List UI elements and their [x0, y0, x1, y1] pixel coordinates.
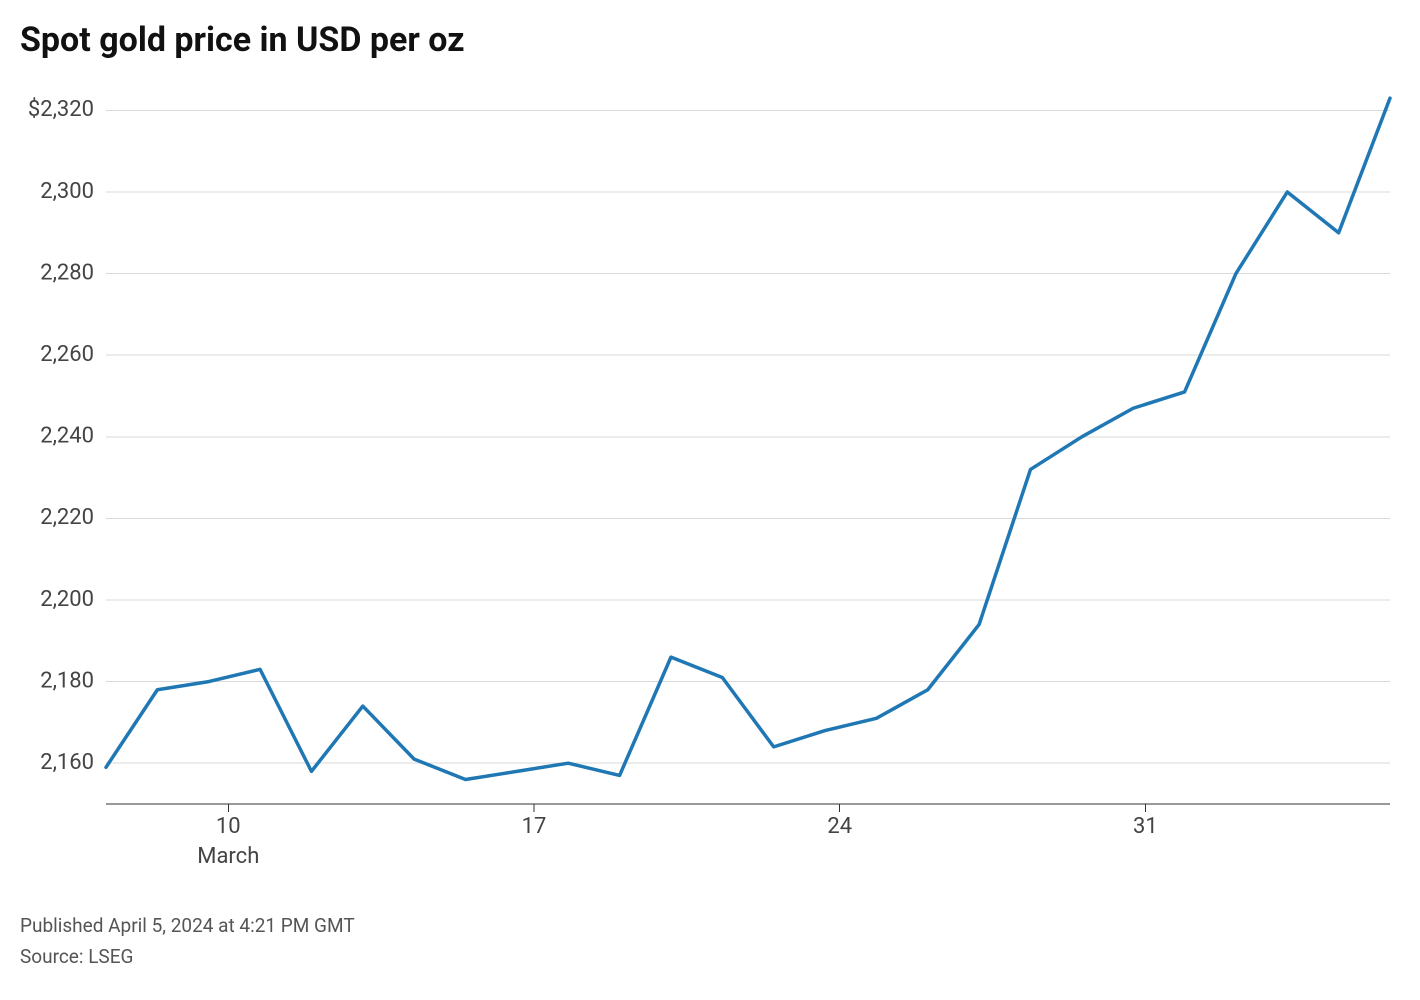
price-line	[106, 98, 1390, 779]
x-tick-label: 24	[827, 814, 852, 839]
line-chart-svg: 2,160 2,180 2,200 2,220 2,240 2,260 2,280 2,300…	[20, 74, 1400, 894]
y-tick-label: 2,260	[40, 342, 94, 367]
chart-container: Spot gold price in USD per oz 2,160 2,180…	[0, 0, 1420, 1000]
chart-plot-area: 2,160 2,180 2,200 2,220 2,240 2,260 2,280 2,300…	[20, 74, 1400, 894]
y-tick-label: 2,300	[40, 179, 94, 204]
x-tick-label: 10	[216, 814, 241, 839]
y-tick-label: 2,220	[40, 505, 94, 530]
x-tick-label: 17	[522, 814, 547, 839]
chart-title: Spot gold price in USD per oz	[20, 20, 1400, 60]
chart-footer: Published April 5, 2024 at 4:21 PM GMT S…	[20, 912, 1400, 971]
y-tick-label: 2,240	[40, 424, 94, 449]
y-tick-label: 2,180	[40, 668, 94, 693]
y-axis: 2,160 2,180 2,200 2,220 2,240 2,260 2,280 2,300…	[28, 97, 94, 775]
published-text: Published April 5, 2024 at 4:21 PM GMT	[20, 912, 1400, 941]
y-tick-label: $2,320	[28, 97, 94, 122]
y-tick-label: 2,200	[40, 587, 94, 612]
y-tick-label: 2,280	[40, 260, 94, 285]
source-text: Source: LSEG	[20, 943, 1400, 972]
x-axis-month-label: March	[197, 844, 259, 869]
y-tick-label: 2,160	[40, 750, 94, 775]
gridlines	[106, 110, 1390, 763]
x-axis: 10 17 24 31 March	[197, 804, 1158, 869]
x-tick-label: 31	[1133, 814, 1158, 839]
